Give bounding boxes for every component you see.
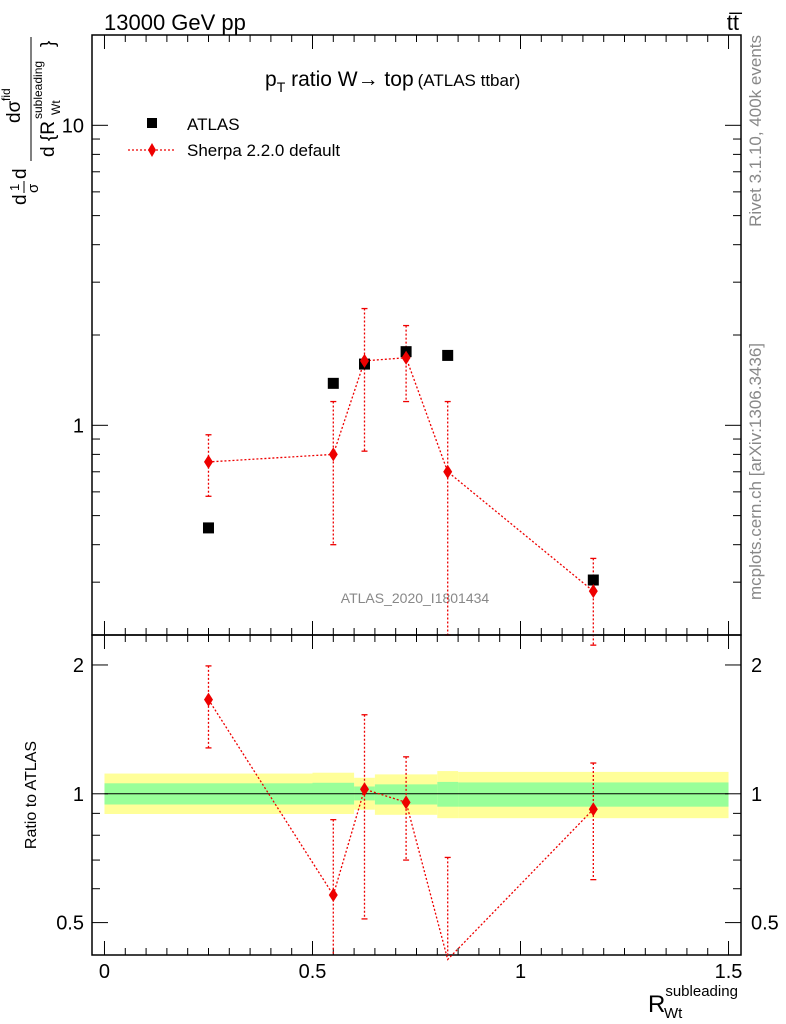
analysis-watermark: ATLAS_2020_I1801434	[341, 590, 490, 606]
ratio-data-point	[328, 888, 338, 903]
ylabel-brace: }	[38, 41, 59, 47]
x-tick-label: 0.5	[299, 961, 327, 983]
sherpa-data-point	[401, 350, 411, 365]
legend: ATLAS Sherpa 2.2.0 default	[128, 115, 340, 160]
legend-atlas-marker	[147, 118, 157, 128]
ratio-data-point	[359, 782, 369, 797]
sherpa-series-line	[208, 357, 594, 592]
sherpa-data-point	[588, 584, 598, 599]
xlabel-sup: subleading	[665, 983, 738, 1000]
main-y-tick-labels: 1 10	[62, 115, 84, 437]
ratio-data-point	[203, 692, 213, 707]
x-axis-label: Rsubleading Wt	[648, 983, 738, 1022]
main-panel: 110 pT ratio W→ top (ATLAS ttbar) d1 σddσf…	[0, 34, 742, 646]
sherpa-data-point	[443, 464, 453, 479]
x-tick-label: 1	[515, 961, 526, 983]
main-y-tick-label: 10	[62, 115, 84, 137]
ylabel-denominator: d {R	[38, 121, 59, 157]
ratio-band-inner	[437, 781, 459, 807]
main-axis-ticks	[92, 34, 741, 636]
mcplots-label: mcplots.cern.ch [arXiv:1306.3436]	[746, 343, 765, 600]
x-tick-label: 1.5	[715, 961, 743, 983]
ylabel-sigma: σ	[25, 183, 42, 193]
ratio-y-tick-label-right: 0.5	[751, 913, 779, 935]
ratio-y-tick-label-right: 2	[751, 655, 762, 677]
ylabel-dsigma: dσ	[4, 100, 25, 123]
energy-label: 13000 GeV pp	[104, 10, 246, 35]
ratio-y-tick-label-left: 2	[73, 655, 84, 677]
main-y-tick-label: 1	[73, 415, 84, 437]
ratio-tick-labels: 0.5 0.5 1 1 2 2 0 0.5 1 1.5	[56, 655, 779, 983]
ratio-axis-ticks	[92, 635, 741, 955]
xlabel-main: R	[648, 991, 665, 1018]
atlas-data-point	[587, 574, 599, 586]
main-y-axis-label: d 1 σd dσfid d {R subleading Wt}	[0, 37, 63, 205]
rivet-label: Rivet 3.1.10, 400k events	[746, 35, 765, 227]
x-tick-label: 0	[99, 961, 110, 983]
ylabel-subleading: subleading	[31, 61, 45, 119]
ylabel-wt: Wt	[49, 100, 63, 115]
ratio-y-tick-label-left: 1	[73, 784, 84, 806]
atlas-data-point	[327, 377, 339, 389]
ratio-y-tick-label-right: 1	[751, 784, 762, 806]
sherpa-data-point	[328, 447, 338, 462]
process-label: tt̅	[727, 10, 743, 35]
title-suffix: (ATLAS ttbar)	[418, 71, 521, 90]
sherpa-data-point	[203, 454, 213, 469]
ratio-series-line	[207, 699, 594, 961]
ratio-data-point	[588, 802, 598, 817]
ylabel-one: 1	[7, 184, 22, 191]
ratio-uncertainty-bands	[104, 771, 729, 819]
ratio-data-point	[401, 795, 411, 810]
ratio-panel: 0.5 0.5 1 1 2 2 0 0.5 1 1.5 Ratio to ATLAS Rsuble…	[23, 634, 779, 1022]
legend-atlas-label: ATLAS	[187, 115, 240, 134]
title-sub: T	[277, 79, 286, 95]
atlas-data-point	[442, 349, 454, 361]
ylabel-d1: d	[10, 194, 31, 205]
ratio-y-tick-label-left: 0.5	[56, 913, 84, 935]
title-rest: ratio W→ top	[285, 68, 413, 91]
sherpa-data-point	[359, 353, 369, 368]
xlabel-sub: Wt	[664, 1005, 683, 1022]
atlas-data-point	[202, 522, 214, 534]
title-main: p	[265, 68, 277, 91]
legend-sherpa-label: Sherpa 2.2.0 default	[187, 141, 340, 160]
main-data-marks	[202, 307, 599, 646]
ratio-data-marks	[203, 665, 598, 961]
ylabel-d2: d	[10, 168, 31, 179]
ylabel-fid: fid	[0, 88, 13, 101]
ratio-y-axis-label: Ratio to ATLAS	[23, 741, 40, 849]
main-title: pT ratio W→ top (ATLAS ttbar)	[265, 68, 520, 95]
legend-sherpa-marker	[148, 143, 156, 157]
